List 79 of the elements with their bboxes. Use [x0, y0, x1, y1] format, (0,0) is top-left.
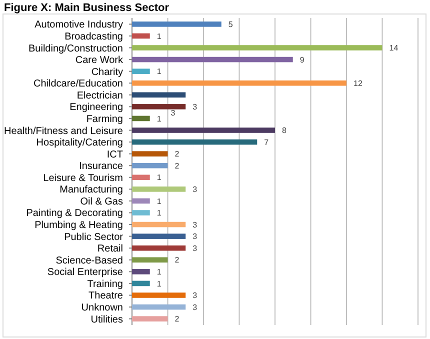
data-label: 2 — [174, 161, 180, 170]
data-label: 5 — [228, 20, 234, 29]
bar — [132, 174, 150, 180]
data-label: 3 — [192, 232, 198, 242]
bar — [132, 304, 186, 310]
y-tick-label: Charity — [91, 66, 123, 78]
y-tick-label: Oil & Gas — [80, 196, 123, 208]
bar — [132, 104, 186, 110]
bar — [132, 56, 293, 62]
data-label: 1 — [156, 208, 162, 218]
bar — [132, 198, 150, 204]
data-label: 3 — [192, 291, 198, 300]
y-tick-label: Insurance — [79, 161, 124, 172]
y-tick-label: Hospitality/Catering — [36, 138, 123, 149]
bar — [132, 162, 168, 168]
bar — [132, 222, 186, 228]
bar — [132, 128, 275, 133]
y-tick-label: Leisure & Tourism — [43, 172, 123, 184]
data-label: 9 — [300, 55, 305, 64]
y-tick-label: Public Sector — [64, 232, 124, 243]
data-label: 14 — [389, 44, 399, 53]
y-tick-label: Engineering — [70, 102, 123, 114]
bar — [132, 210, 150, 216]
bar — [132, 80, 346, 86]
bar — [132, 269, 150, 274]
data-label: 3 — [192, 302, 198, 312]
y-tick-label: Care Work — [75, 55, 124, 66]
y-tick-label: Training — [87, 278, 123, 290]
bar — [132, 292, 186, 298]
data-label: 1 — [156, 32, 162, 41]
y-tick-label: ICT — [106, 149, 123, 160]
bar — [132, 45, 382, 50]
bar — [132, 116, 150, 122]
bar — [132, 234, 186, 239]
bar — [132, 68, 150, 74]
data-label: 1 — [156, 173, 162, 182]
data-label: 8 — [282, 126, 287, 136]
y-tick-label: Broadcasting — [64, 31, 123, 42]
y-tick-label: Social Enterprise — [47, 267, 124, 278]
bar — [132, 316, 168, 322]
bar — [132, 33, 150, 39]
data-label: 3 — [192, 102, 198, 112]
data-label: 1 — [156, 67, 162, 76]
y-tick-label: Automotive Industry — [34, 20, 123, 31]
y-tick-label: Manufacturing — [60, 184, 123, 196]
y-tick-label: Unknown — [81, 302, 123, 314]
bar — [132, 22, 222, 27]
y-tick-label: Electrician — [76, 90, 123, 102]
data-label: 7 — [264, 138, 270, 147]
data-label: 1 — [156, 267, 162, 276]
data-label: 3 — [192, 244, 198, 253]
y-tick-label: Science-Based — [56, 255, 123, 266]
bar — [132, 151, 168, 156]
y-tick-label: Retail — [97, 244, 123, 255]
data-label: 2 — [174, 314, 180, 324]
bar — [132, 92, 186, 98]
data-label: 2 — [174, 256, 180, 265]
bar — [132, 139, 258, 145]
data-label: 2 — [174, 150, 180, 159]
y-tick-label: Building/Construction — [28, 43, 123, 54]
bar — [132, 280, 150, 286]
chart-title: Figure X: Main Business Sector — [4, 2, 170, 14]
bar — [132, 257, 168, 263]
data-label: 12 — [354, 78, 363, 88]
y-tick-label: Childcare/Education — [34, 78, 123, 90]
bar — [132, 245, 186, 251]
y-tick-label: Painting & Decorating — [26, 208, 123, 220]
annotation: 3 — [170, 108, 176, 118]
y-tick-label: Plumbing & Heating — [34, 220, 123, 232]
y-tick-label: Utilities — [90, 314, 123, 326]
data-label: 1 — [156, 196, 162, 206]
data-label: 1 — [156, 279, 162, 288]
y-tick-label: Health/Fitness and Leisure — [4, 126, 124, 137]
y-tick-label: Theatre — [88, 290, 124, 302]
bar — [132, 186, 186, 192]
data-label: 1 — [156, 114, 162, 124]
data-label: 3 — [192, 220, 198, 230]
y-tick-label: Farming — [86, 114, 123, 125]
data-label: 3 — [192, 184, 198, 194]
